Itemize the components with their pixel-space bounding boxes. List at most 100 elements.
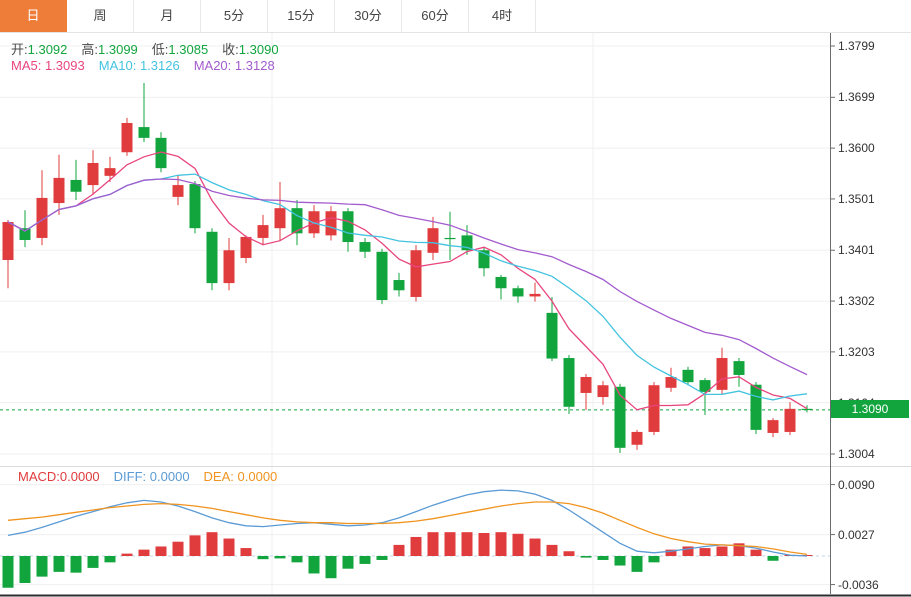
macd-histogram-bar — [682, 546, 694, 556]
candle-body — [665, 377, 677, 388]
candle-body — [53, 177, 65, 204]
tab-周[interactable]: 周 — [67, 0, 134, 32]
ma20-value: 1.3128 — [234, 58, 275, 73]
macd-histogram-bar — [733, 543, 745, 556]
candle-body — [308, 211, 320, 234]
candle-body — [19, 228, 31, 240]
candle-body — [223, 250, 235, 284]
macd-histogram-bar — [410, 536, 422, 556]
candle-body — [87, 163, 99, 186]
macd-label: MACD: — [18, 469, 60, 484]
tab-日[interactable]: 日 — [0, 0, 67, 32]
candle-body — [699, 380, 711, 392]
macd-legend: MACD:0.0000 DIFF: 0.0000 DEA: 0.0000 — [18, 469, 277, 484]
macd-histogram-bar — [308, 556, 320, 574]
macd-histogram-bar — [461, 532, 473, 556]
candle-body — [393, 280, 405, 291]
macd-histogram-bar — [716, 546, 728, 556]
tab-60分[interactable]: 60分 — [402, 0, 469, 32]
macd-histogram-bar — [274, 556, 286, 559]
candle-body — [138, 127, 150, 138]
ma5-line — [7, 151, 808, 411]
candle-body — [155, 137, 167, 169]
candle-body — [716, 358, 728, 390]
candle-body — [257, 225, 269, 238]
candle-body — [580, 377, 592, 393]
candle-body — [563, 358, 575, 407]
macd-histogram-bar — [767, 556, 779, 561]
tab-4时[interactable]: 4时 — [469, 0, 536, 32]
candle-body — [172, 185, 184, 197]
ma5-label: MA5: — [11, 58, 42, 73]
candle-body — [529, 293, 541, 297]
macd-histogram-bar — [104, 556, 116, 563]
macd-histogram-bar — [699, 548, 711, 556]
candle-body — [189, 184, 201, 229]
tab-15分[interactable]: 15分 — [268, 0, 335, 32]
candle-body — [733, 361, 745, 375]
ohlc-legend: 开:1.3092 高:1.3099 低:1.3085 收:1.3090 — [11, 39, 279, 58]
candle-body — [104, 168, 116, 176]
dea-label: DEA: — [203, 469, 234, 484]
low-value: 1.3085 — [168, 42, 209, 57]
macd-histogram-bar — [648, 556, 660, 563]
macd-histogram-bar — [138, 549, 150, 556]
ma10-line — [7, 173, 808, 401]
high-label: 高: — [81, 42, 99, 57]
macd-histogram-bar — [70, 556, 82, 573]
ma10-value: 1.3126 — [139, 58, 180, 73]
macd-histogram-bar — [376, 556, 388, 560]
diff-value: 0.0000 — [149, 469, 190, 484]
high-value: 1.3099 — [98, 42, 138, 57]
macd-histogram-bar — [359, 556, 371, 564]
candle-body — [546, 312, 558, 359]
candle-body — [206, 231, 218, 284]
open-label: 开: — [11, 42, 28, 57]
macd-histogram-bar — [36, 556, 48, 577]
candle-body — [2, 222, 14, 261]
macd-histogram-bar — [291, 556, 303, 563]
macd-histogram-bar — [87, 556, 99, 568]
candle-body — [682, 369, 694, 383]
macd-histogram-bar — [257, 556, 269, 560]
tab-5分[interactable]: 5分 — [201, 0, 268, 32]
tab-月[interactable]: 月 — [134, 0, 201, 32]
macd-histogram-bar — [189, 535, 201, 556]
macd-value: 0.0000 — [59, 469, 100, 484]
timeframe-tabbar: 日周月 5分 15分 30分 60分 4时 — [0, 0, 911, 33]
candle-body — [784, 408, 796, 432]
diff-line — [7, 489, 808, 557]
candle-body — [801, 408, 813, 411]
macd-histogram-bar — [155, 546, 167, 556]
macd-histogram-bar — [512, 533, 524, 556]
macd-histogram-bar — [121, 553, 133, 556]
candle-body — [427, 228, 439, 253]
tab-30分[interactable]: 30分 — [335, 0, 402, 32]
ma-legend: MA5: 1.3093 MA10: 1.3126 MA20: 1.3128 — [11, 58, 275, 73]
macd-histogram-bar — [580, 556, 592, 558]
candle-body — [376, 251, 388, 301]
open-value: 1.3092 — [27, 42, 68, 57]
candle-body — [648, 385, 660, 432]
macd-histogram-bar — [665, 549, 677, 556]
current-price-badge: 1.3090 — [831, 400, 909, 418]
close-label: 收: — [222, 42, 239, 57]
macd-histogram-bar — [393, 544, 405, 556]
candle-body — [410, 250, 422, 297]
candle-body — [767, 420, 779, 433]
macd-histogram-bar — [223, 538, 235, 556]
close-value: 1.3090 — [238, 42, 279, 57]
candle-body — [750, 384, 762, 430]
low-label: 低: — [151, 42, 169, 57]
macd-histogram-bar — [206, 532, 218, 556]
candle-body — [444, 237, 456, 240]
ma20-line — [7, 178, 808, 376]
candle-body — [495, 276, 507, 289]
candle-body — [342, 211, 354, 243]
candle-body — [274, 208, 286, 229]
macd-histogram-bar — [342, 556, 354, 569]
macd-histogram-bar — [427, 532, 439, 556]
macd-histogram-bar — [240, 548, 252, 556]
